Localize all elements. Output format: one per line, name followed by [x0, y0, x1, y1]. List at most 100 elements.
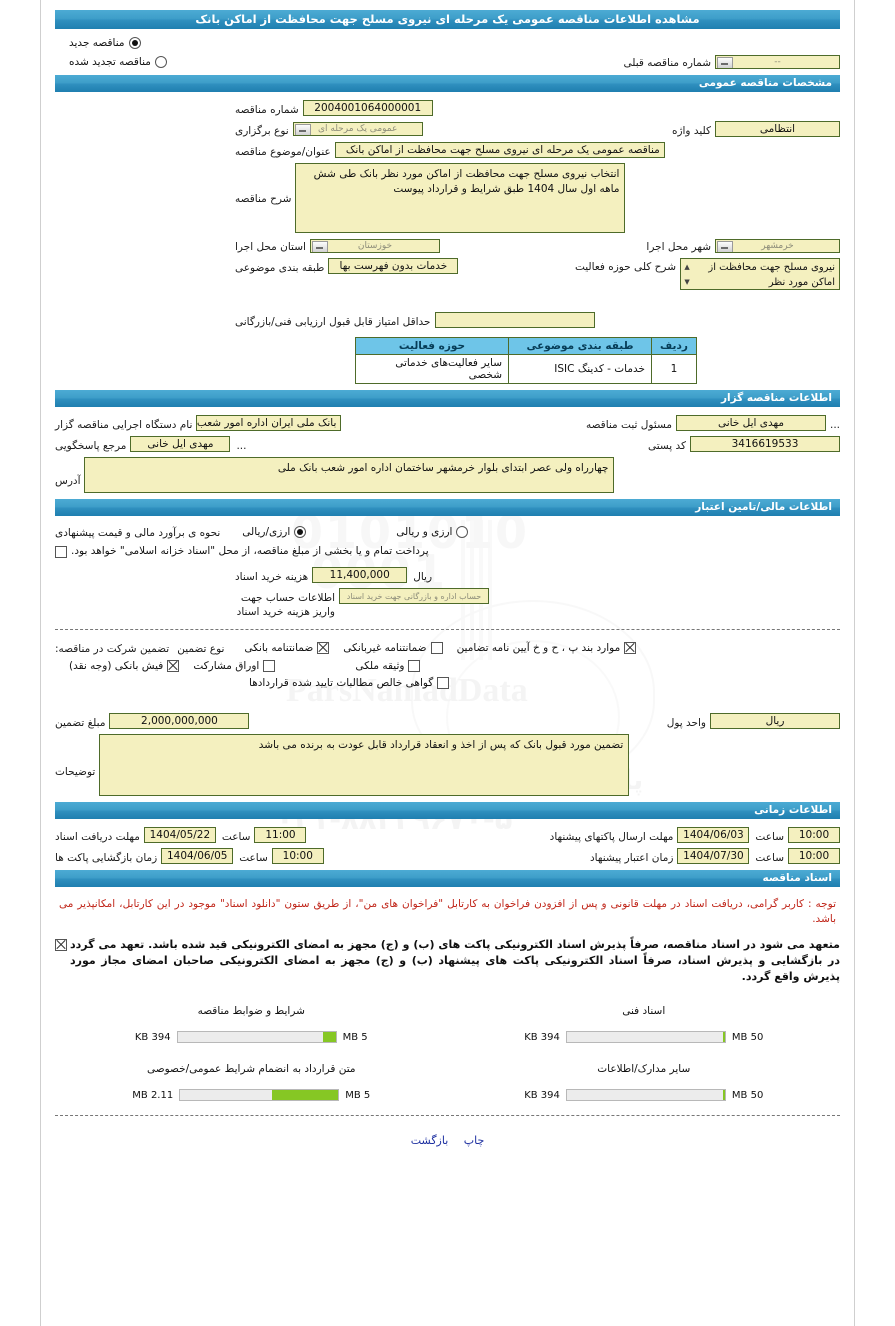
commitment-checkbox[interactable] [55, 939, 67, 951]
divider [55, 629, 840, 630]
scroll-arrows-icon[interactable]: ▲ ▼ [684, 263, 690, 286]
attachment-other-label: سایر مدارک/اطلاعات [597, 1063, 691, 1075]
attachment-terms: شرایط و ضوابط مناقصه 5 MB 394 KB [55, 1005, 448, 1043]
guarantee-notes-field[interactable]: تضمین مورد قبول بانک که پس از اخذ و انعق… [99, 734, 630, 796]
address-field[interactable]: چهارراه ولی عصر ابتدای بلوار خرمشهر ساخت… [84, 457, 615, 493]
keyword-label: کلید واژه [671, 124, 711, 137]
holding-type-label: نوع برگزاری [235, 124, 289, 137]
guarantee-amount-field[interactable]: 2,000,000,000 [109, 713, 250, 729]
attachment-terms-max: 5 MB [342, 1031, 368, 1043]
section-organizer-header: اطلاعات مناقصه گزار [55, 390, 840, 407]
attachment-other-progress [565, 1089, 726, 1101]
attachment-terms-progress [176, 1031, 337, 1043]
submit-deadline-time[interactable]: 10:00 [788, 827, 840, 843]
activity-scope-listbox[interactable]: ▲ ▼ نیروی مسلح جهت محافظت از اماکن مورد ن… [680, 258, 840, 290]
currency-unit-field[interactable]: ریال [710, 713, 840, 729]
documents-red-note: توجه : کاربر گرامی، دریافت اسناد در مهلت… [59, 898, 836, 925]
guarantee-option-nonbank[interactable]: ضمانتنامه غیربانکی [343, 641, 443, 654]
tender-subject-label: عنوان/موضوع مناقصه [235, 145, 331, 158]
radio-new-tender-label: مناقصه جدید [69, 37, 125, 49]
chevron-down-icon [717, 56, 733, 68]
min-score-field[interactable] [434, 312, 595, 328]
chevron-down-icon [717, 240, 733, 252]
guarantee-option-nonbank-box [430, 641, 443, 654]
receive-deadline-time[interactable]: 11:00 [254, 827, 307, 843]
previous-tender-number-label: شماره مناقصه قبلی [623, 57, 711, 69]
agency-label: نام دستگاه اجرایی مناقصه گزار [55, 418, 193, 431]
guarantee-participation-label: تضمین شرکت در مناقصه: [55, 643, 170, 655]
classification-col-activity: حوزه فعالیت [355, 337, 509, 355]
back-link[interactable]: بازگشت [410, 1134, 449, 1147]
radio-new-tender[interactable]: مناقصه جدید [69, 37, 141, 49]
radio-currency-mixed[interactable]: ارزی و ریالی [396, 525, 469, 538]
doc-cost-field[interactable]: 11,400,000 [312, 567, 408, 583]
city-label: شهر محل اجرا [646, 241, 711, 253]
classification-table-header-row: ردیف طبقه بندی موضوعی حوزه فعالیت [355, 337, 697, 355]
contact-more-icon[interactable]: ... [236, 439, 247, 452]
attachments-row-1: اسناد فنی 50 MB 394 KB شرایط و ضوابط منا… [55, 1005, 840, 1043]
province-value: خوزستان [357, 240, 393, 251]
guarantee-option-bank[interactable]: ضمانتنامه بانکی [244, 641, 330, 654]
guarantee-option-bonds-label: اوراق مشارکت [193, 660, 260, 672]
submit-deadline-date[interactable]: 1404/06/03 [677, 827, 750, 843]
submit-deadline-label: مهلت ارسال پاکتهای پیشنهاد [549, 830, 674, 843]
guarantee-option-claims-box [437, 677, 450, 689]
currency-unit-label: واحد پول [666, 716, 706, 729]
radio-renewed-tender-dot [154, 55, 167, 68]
tender-number-field[interactable]: 2004001064000001 [302, 100, 433, 116]
account-info-field[interactable]: حساب اداره و بازرگانی جهت خرید اسناد [339, 588, 489, 604]
section-timing-header: اطلاعات زمانی [55, 802, 840, 819]
category-field[interactable]: خدمات بدون فهرست بها [328, 258, 459, 274]
validity-date[interactable]: 1404/07/30 [677, 848, 750, 864]
tender-description-label: شرح مناقصه [235, 193, 292, 205]
contact-field[interactable]: مهدی ایل خانی [130, 436, 231, 452]
classification-col-category: طبقه بندی موضوعی [508, 337, 652, 355]
keyword-field[interactable]: انتظامی [715, 121, 840, 137]
guarantee-option-property[interactable]: وثیقه ملکی [355, 660, 421, 672]
province-select[interactable]: خوزستان [309, 238, 440, 253]
registrar-field[interactable]: مهدی ایل خانی [675, 415, 826, 431]
receive-deadline-label: مهلت دریافت اسناد [55, 830, 140, 843]
guarantee-option-cash[interactable]: فیش بانکی (وجه نقد) [69, 660, 180, 672]
tender-description-field[interactable]: انتخاب نیروی مسلح جهت محافظت از اماکن مو… [295, 163, 626, 233]
attachments-row-2: سایر مدارک/اطلاعات 50 MB 394 KB متن قرار… [55, 1063, 840, 1101]
page-title: مشاهده اطلاعات مناقصه عمومی یک مرحله ای … [55, 10, 840, 29]
receive-deadline-date[interactable]: 1404/05/22 [143, 827, 216, 843]
city-value: خرمشهر [761, 240, 794, 251]
attachment-technical-max: 50 MB [731, 1031, 764, 1043]
opening-time[interactable]: 10:00 [271, 848, 324, 864]
min-score-label: حداقل امتیاز قابل قبول ارزیابی فنی/بازرگ… [235, 315, 431, 328]
radio-currency-mixed-label: ارزی و ریالی [396, 525, 453, 538]
postal-code-field[interactable]: 3416619533 [690, 436, 840, 452]
attachment-technical: اسناد فنی 50 MB 394 KB [448, 1005, 841, 1043]
previous-tender-number-select[interactable]: -- [715, 54, 840, 69]
classification-table: ردیف طبقه بندی موضوعی حوزه فعالیت 1 خدما… [355, 337, 697, 384]
radio-currency-rial[interactable]: ارزی/ریالی [242, 525, 307, 538]
city-select[interactable]: خرمشهر [715, 238, 840, 253]
validity-time[interactable]: 10:00 [788, 848, 840, 864]
treasury-checkbox[interactable] [55, 546, 67, 558]
postal-code-label: کد پستی [647, 439, 686, 452]
registrar-more-icon[interactable]: ... [829, 418, 840, 431]
radio-currency-rial-label: ارزی/ریالی [242, 525, 291, 538]
guarantee-option-bank-box [317, 641, 330, 654]
holding-type-select[interactable]: عمومی یک مرحله ای [292, 122, 423, 136]
print-link[interactable]: چاپ [463, 1134, 485, 1147]
guarantee-option-claims-label: گواهی خالص مطالبات تایید شده قراردادها [249, 677, 434, 689]
guarantee-option-moard[interactable]: موارد بند پ ، ح و خ آیین نامه تضامین [457, 641, 637, 654]
radio-currency-rial-dot [294, 525, 307, 538]
estimate-method-label: نحوه ی برآورد مالی و قیمت پیشنهادی [55, 527, 221, 539]
submit-deadline-time-label: ساعت [755, 830, 784, 843]
guarantee-option-bonds[interactable]: اوراق مشارکت [193, 660, 276, 672]
radio-new-tender-dot [128, 37, 141, 49]
opening-label: زمان بازگشایی پاکت ها [55, 851, 158, 864]
chevron-down-icon [294, 124, 311, 135]
classification-cell-row: 1 [651, 354, 697, 384]
section-finance-header: اطلاعات مالی/تامین اعتبار [55, 499, 840, 516]
tender-subject-field[interactable]: مناقصه عمومی یک مرحله ای نیروی مسلح جهت … [334, 142, 665, 158]
agency-field[interactable]: بانک ملی ایران اداره امور شعب [196, 415, 342, 431]
guarantee-option-claims[interactable]: گواهی خالص مطالبات تایید شده قراردادها [249, 677, 450, 689]
opening-date[interactable]: 1404/06/05 [161, 848, 234, 864]
doc-cost-label: هزینه خرید اسناد [235, 570, 309, 583]
radio-renewed-tender[interactable]: مناقصه تجدید شده [69, 55, 167, 68]
